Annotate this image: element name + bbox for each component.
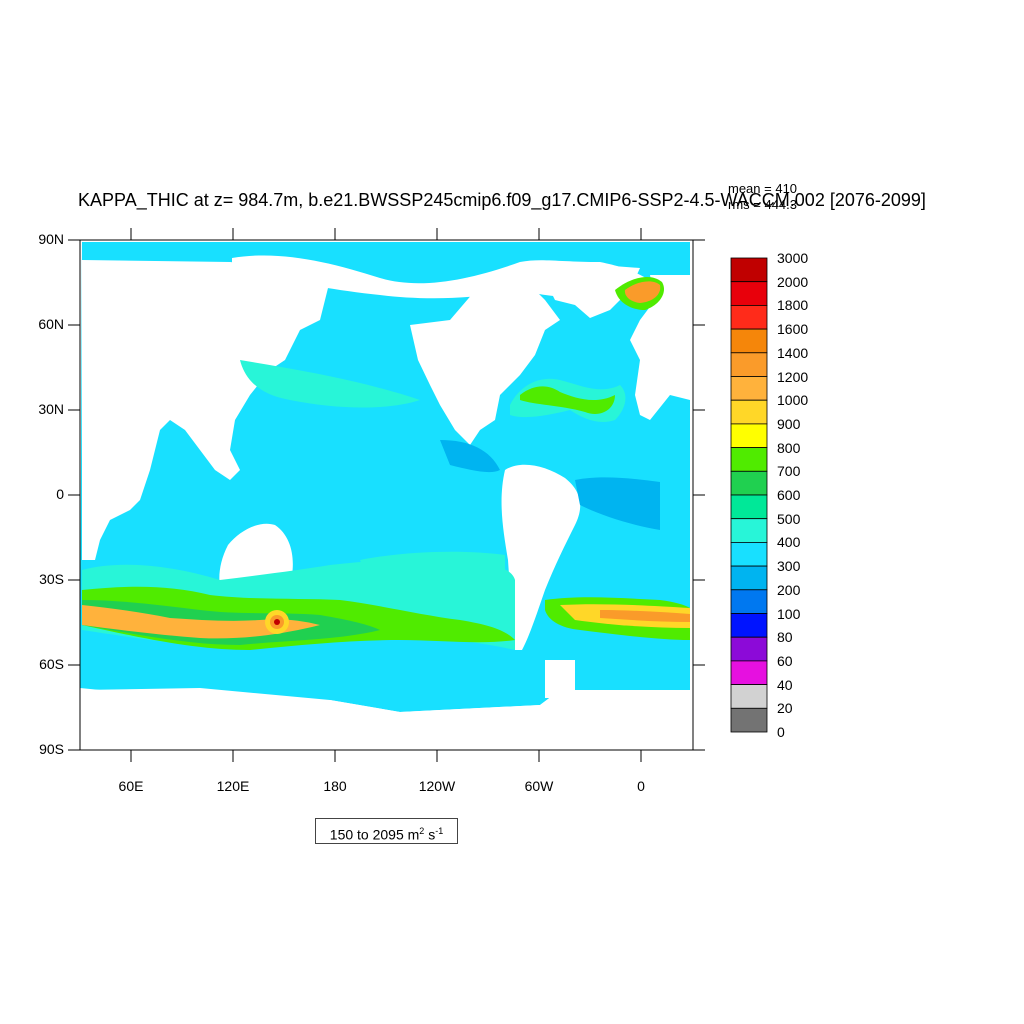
- tropical-atlantic-low: [575, 477, 660, 530]
- colorbar-label: 800: [777, 439, 801, 456]
- y-label-60n: 60N: [38, 316, 64, 332]
- colorbar-swatch: [730, 636, 768, 662]
- gulf-stream-core: [520, 386, 615, 415]
- colorbar-swatch: [730, 447, 768, 472]
- x-label-120e: 120E: [216, 778, 250, 794]
- colorbar-label: 300: [777, 558, 801, 575]
- colorbar-swatch: [730, 352, 768, 377]
- colorbar-swatch: [730, 257, 768, 283]
- colorbar-label: 500: [777, 510, 801, 527]
- colorbar-swatch: [730, 589, 768, 614]
- north-pacific-500: [240, 360, 420, 408]
- colorbar-label: 1200: [777, 368, 809, 385]
- europe-land: [630, 275, 690, 420]
- colorbar-swatch: [730, 470, 768, 496]
- colorbar-label: 40: [777, 676, 793, 693]
- colorbar-label: 0: [777, 724, 785, 740]
- colorbar-swatch: [730, 518, 768, 543]
- y-label-30n: 30N: [38, 401, 64, 417]
- greenland-land: [545, 265, 640, 318]
- plot-title: KAPPA_THIC at z= 984.7m, b.e21.BWSSP245c…: [78, 190, 926, 210]
- colorbar-swatch: [730, 494, 768, 520]
- range-text: 150 to 2095 m: [329, 826, 420, 843]
- south-america-land: [501, 464, 581, 650]
- colorbar-label: 200: [777, 581, 801, 598]
- colorbar-label: 80: [777, 629, 793, 646]
- range-unit-exp1: 2: [419, 826, 425, 836]
- stats-block: mean = 410 rms = 444.3: [728, 181, 797, 213]
- y-ticks: [68, 239, 705, 751]
- colorbar: [730, 257, 768, 733]
- colorbar-label: 700: [777, 463, 801, 480]
- antarctica-land: [80, 688, 690, 750]
- colorbar-label: 1000: [777, 392, 809, 409]
- eurasia-africa-land: [82, 260, 330, 560]
- colorbar-label: 100: [777, 605, 801, 622]
- colorbar-label: 600: [777, 487, 801, 503]
- y-label-60s: 60S: [39, 656, 64, 672]
- colorbar-label: 1400: [777, 344, 809, 361]
- x-label-120w: 120W: [418, 778, 456, 794]
- colorbar-label: 20: [777, 700, 793, 717]
- arctic-land: [232, 255, 650, 299]
- colorbar-label: 1600: [777, 321, 809, 338]
- colorbar-swatch: [730, 613, 768, 638]
- x-label-60e: 60E: [118, 778, 144, 794]
- y-label-90n: 90N: [38, 231, 64, 247]
- south-pacific-500: [360, 551, 505, 585]
- colorbar-swatch: [730, 281, 768, 306]
- y-label-30s: 30S: [39, 571, 64, 587]
- range-box: 150 to 2095 m2 s-1: [315, 818, 458, 844]
- map-field: [80, 240, 693, 750]
- colorbar-swatch: [730, 542, 768, 567]
- colorbar-label: 2000: [777, 273, 809, 290]
- tropical-pacific-low: [440, 440, 500, 473]
- colorbar-swatch: [730, 328, 768, 354]
- band-1000: [82, 605, 320, 639]
- colorbar-swatch: [730, 423, 768, 448]
- range-unit-exp2: -1: [435, 826, 444, 836]
- colorbar-swatch: [730, 376, 768, 401]
- colorbar-label: 1800: [777, 297, 809, 314]
- mean-label: mean = 410: [728, 181, 798, 196]
- colorbar-swatch: [730, 684, 768, 709]
- y-label-90s: 90S: [39, 741, 64, 757]
- atlantic-band-core: [600, 610, 690, 622]
- north-america-land: [410, 275, 560, 445]
- x-label-60w: 60W: [524, 778, 554, 794]
- colorbar-swatch: [730, 399, 768, 425]
- colorbar-swatch: [730, 304, 768, 330]
- colorbar-swatch: [730, 660, 768, 686]
- colorbar-label: 400: [777, 534, 801, 551]
- x-ticks: [130, 228, 642, 762]
- colorbar-label: 3000: [777, 250, 809, 266]
- colorbar-swatch: [730, 707, 768, 733]
- colorbar-label: 60: [777, 652, 793, 669]
- y-label-0: 0: [56, 486, 64, 502]
- range-unit-mid: s: [424, 826, 436, 843]
- colorbar-label: 900: [777, 415, 801, 432]
- colorbar-swatch: [730, 565, 768, 591]
- x-label-180: 180: [323, 778, 347, 794]
- x-label-0: 0: [637, 778, 645, 794]
- rms-label: rms = 444.3: [728, 197, 798, 212]
